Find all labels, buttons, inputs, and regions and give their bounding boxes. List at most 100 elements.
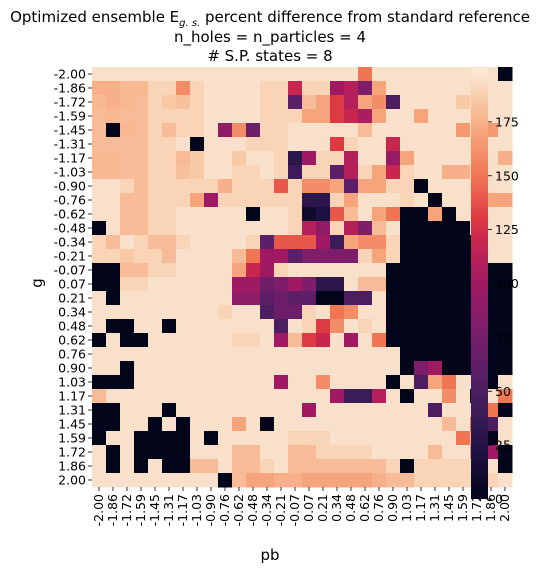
y-tick-label: -1.45 [54, 123, 86, 138]
heatmap-cell [246, 165, 261, 180]
x-tick-label: 1.31 [427, 494, 442, 522]
heatmap-cell [400, 445, 415, 460]
heatmap-cell [372, 207, 387, 222]
heatmap-cell [316, 151, 331, 166]
heatmap-cell [358, 445, 373, 460]
heatmap-cell [414, 445, 429, 460]
heatmap-cell [358, 165, 373, 180]
heatmap-cell [288, 151, 303, 166]
heatmap-cell [288, 403, 303, 418]
heatmap-cell [302, 249, 317, 264]
x-axis-ticks: -2.00 -1.86 -1.72 -1.59 -1.45 -1.31 -1.17 -1.03… [91, 487, 512, 526]
heatmap-cell [134, 95, 149, 110]
heatmap-cell [330, 333, 345, 348]
heatmap-cell [456, 333, 471, 348]
x-tick-label: 0.21 [315, 494, 330, 522]
heatmap-cell [428, 249, 443, 264]
heatmap-cell [274, 263, 289, 278]
heatmap-cell [232, 375, 247, 390]
heatmap-cell [218, 389, 233, 404]
y-tick-label: 0.34 [58, 305, 86, 320]
heatmap-cell [344, 165, 359, 180]
heatmap-cell [176, 333, 191, 348]
heatmap-cell [218, 347, 233, 362]
heatmap-cell [456, 109, 471, 124]
heatmap-cell [274, 319, 289, 334]
heatmap-cell [386, 473, 401, 488]
heatmap-cell [330, 403, 345, 418]
heatmap-cell [288, 361, 303, 376]
heatmap-cell [148, 459, 163, 474]
colorbar-tick-label: 175 [495, 114, 519, 129]
heatmap-cell [106, 123, 121, 138]
heatmap-cell [190, 361, 205, 376]
heatmap-cell [162, 81, 177, 96]
heatmap-cell [414, 95, 429, 110]
heatmap-cell [176, 291, 191, 306]
heatmap-cell [246, 403, 261, 418]
heatmap-cell [162, 193, 177, 208]
heatmap-cell [190, 305, 205, 320]
heatmap-cell [92, 81, 107, 96]
heatmap-cell [442, 235, 457, 250]
heatmap-cell [218, 445, 233, 460]
heatmap-cell [260, 347, 275, 362]
heatmap-cell [414, 165, 429, 180]
heatmap-cell [246, 319, 261, 334]
heatmap-cell [414, 235, 429, 250]
heatmap-cell [344, 235, 359, 250]
heatmap-cell [134, 249, 149, 264]
heatmap-cell [330, 249, 345, 264]
heatmap-cell [148, 221, 163, 236]
heatmap-cell [456, 319, 471, 334]
heatmap-cell [358, 249, 373, 264]
heatmap-cell [316, 417, 331, 432]
heatmap-cell [204, 165, 219, 180]
heatmap-cell [288, 221, 303, 236]
heatmap-cell [190, 193, 205, 208]
heatmap-cell [204, 109, 219, 124]
heatmap-cell [288, 389, 303, 404]
heatmap-cell [498, 207, 513, 222]
heatmap-cell [428, 137, 443, 152]
heatmap-cell [288, 445, 303, 460]
heatmap-cell [92, 123, 107, 138]
heatmap-cell [162, 67, 177, 82]
heatmap-cell [106, 431, 121, 446]
heatmap-cell [316, 389, 331, 404]
heatmap-cell [190, 375, 205, 390]
heatmap-cell [134, 235, 149, 250]
heatmap-cell [260, 431, 275, 446]
heatmap-cell [330, 193, 345, 208]
x-tick-label: 0.34 [329, 494, 344, 522]
heatmap-cell [316, 95, 331, 110]
heatmap-cell [372, 459, 387, 474]
heatmap-cell [442, 445, 457, 460]
heatmap-cell [498, 249, 513, 264]
heatmap-cell [372, 137, 387, 152]
heatmap-cell [288, 67, 303, 82]
heatmap-cell [442, 249, 457, 264]
x-tick-label: 1.45 [441, 494, 456, 522]
heatmap-cell [148, 375, 163, 390]
heatmap-cell [162, 249, 177, 264]
heatmap-cell [330, 389, 345, 404]
heatmap-cell [344, 333, 359, 348]
heatmap-cell [302, 123, 317, 138]
heatmap-cell [176, 361, 191, 376]
heatmap-cell [330, 459, 345, 474]
heatmap-cell [358, 361, 373, 376]
heatmap-cell [120, 193, 135, 208]
heatmap-cell [176, 81, 191, 96]
y-tick-label: 1.86 [58, 459, 86, 474]
heatmap-cell [246, 263, 261, 278]
heatmap-cell [400, 263, 415, 278]
heatmap-cell [358, 347, 373, 362]
heatmap-cell [302, 417, 317, 432]
heatmap-cell [92, 417, 107, 432]
heatmap-cell [428, 263, 443, 278]
heatmap-cell [106, 249, 121, 264]
heatmap-cell [414, 389, 429, 404]
heatmap-cell [302, 277, 317, 292]
heatmap-cell [218, 109, 233, 124]
